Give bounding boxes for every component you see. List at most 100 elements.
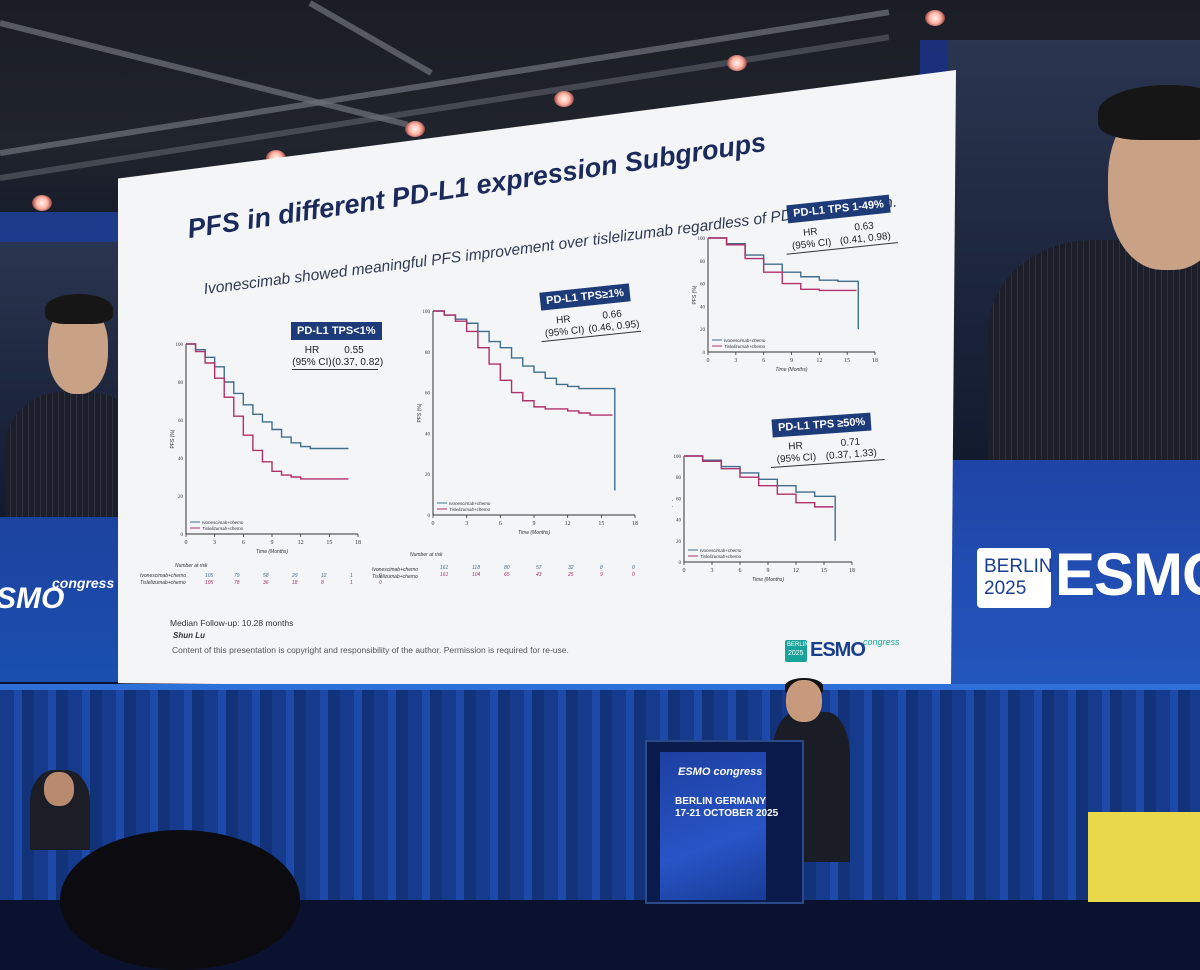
risk-value: 78 <box>234 580 240 586</box>
risk-value: 12 <box>321 573 327 579</box>
legend-entry: Tislelizumab+chemo <box>202 526 244 531</box>
x-tick-label: 15 <box>821 568 827 574</box>
speaker-hair <box>45 294 113 324</box>
speaker-hair <box>1098 85 1200 140</box>
x-tick-label: 6 <box>762 358 765 364</box>
y-tick-label: 60 <box>676 497 682 502</box>
km-plot-tps-ge1: 0 3 6 9 12 15 18 0 20 40 60 80 100 Time (Months) PFS (… <box>417 310 638 536</box>
x-tick-label: 0 <box>432 521 435 527</box>
logo-year: 2025 <box>788 650 804 657</box>
y-tick-label: 20 <box>178 495 184 500</box>
y-axis-label: PFS (%) <box>417 403 423 422</box>
stage-light <box>727 55 747 71</box>
legend-entry: Ivonescimab+chemo <box>202 520 244 525</box>
risk-value: 1 <box>350 580 353 586</box>
x-tick-label: 9 <box>533 521 536 527</box>
y-tick-label: 60 <box>425 392 431 397</box>
risk-value: 65 <box>504 572 510 578</box>
km-series-line <box>708 237 859 330</box>
y-tick-label: 0 <box>703 351 706 356</box>
risk-value: 29 <box>292 573 298 579</box>
x-tick-label: 9 <box>271 540 274 546</box>
y-tick-label: 40 <box>178 457 184 462</box>
slide-esmo-logo: BERLIN 2025 ESMO congress <box>785 637 903 663</box>
risk-value: 43 <box>536 572 542 578</box>
risk-value: 9 <box>600 572 603 578</box>
y-axis-label: PFS (%) <box>692 285 698 304</box>
right-side-screen <box>920 40 1200 720</box>
panelist-head <box>44 772 74 806</box>
risk-value: 57 <box>536 565 542 571</box>
legend-entry: Tislelizumab+chemo <box>724 344 766 349</box>
podium-dates: 17-21 OCTOBER 2025 <box>675 808 779 819</box>
esmo-year-box <box>977 548 1051 608</box>
logo-brand: ESMO <box>810 639 866 661</box>
legend-entry: Tislelizumab+chemo <box>700 554 742 559</box>
risk-value: 79 <box>234 573 240 579</box>
y-tick-label: 80 <box>700 260 706 265</box>
y-tick-label: 60 <box>178 419 184 424</box>
y-tick-label: 0 <box>428 514 431 519</box>
x-axis-label: Time (Months) <box>518 530 551 536</box>
subgroup-label: PD-L1 TPS<1% <box>291 322 382 340</box>
km-series-line <box>684 455 836 541</box>
x-tick-label: 6 <box>499 521 502 527</box>
risk-value: 36 <box>263 580 269 586</box>
km-series-line <box>684 455 834 508</box>
speaker-suit <box>988 240 1200 460</box>
risk-value: 80 <box>504 565 510 571</box>
hr-value: 0.55 <box>344 345 364 356</box>
x-axis-label: Time (Months) <box>752 577 785 582</box>
x-axis-label: Time (Months) <box>256 549 289 555</box>
x-tick-label: 0 <box>707 358 710 364</box>
x-tick-label: 18 <box>632 521 638 527</box>
y-tick-label: 60 <box>700 283 706 288</box>
hr-label: HR <box>304 345 320 356</box>
stage-light <box>32 195 52 211</box>
stage-light <box>925 10 945 26</box>
esmo-brand: ESMO <box>1055 541 1200 608</box>
logo-suffix: congress <box>863 637 900 647</box>
km-series-line <box>708 237 857 292</box>
presenter-head <box>786 680 822 722</box>
left-esmo-logo-sub: congress <box>52 575 115 591</box>
x-tick-label: 15 <box>598 521 604 527</box>
risk-value: 118 <box>472 565 480 571</box>
x-tick-label: 3 <box>465 521 468 527</box>
risk-value: 32 <box>568 565 574 571</box>
y-tick-label: 20 <box>700 328 706 333</box>
stage-light-strip <box>0 684 1200 694</box>
ci-label: (95% CI) <box>292 357 332 368</box>
risk-value: 25 <box>568 572 574 578</box>
y-tick-label: 100 <box>423 310 431 315</box>
esmo-city: BERLIN <box>984 556 1053 577</box>
x-axis-label: Time (Months) <box>775 367 808 373</box>
risk-row-ivo-label: Ivonescimab+chemo <box>140 573 186 579</box>
risk-value: 58 <box>263 573 269 579</box>
truss <box>0 20 409 128</box>
y-tick-label: 100 <box>674 455 682 460</box>
author-name: Shun Lu <box>173 631 205 640</box>
x-tick-label: 3 <box>734 358 737 364</box>
y-tick-label: 20 <box>676 540 682 545</box>
x-tick-label: 0 <box>185 540 188 546</box>
yellow-stage-panel <box>1088 812 1200 902</box>
x-tick-label: 12 <box>793 568 799 574</box>
logo-year-badge <box>785 640 807 662</box>
y-tick-label: 40 <box>425 432 431 437</box>
truss <box>308 0 433 76</box>
risk-row-ivo-label: Ivonescimab+chemo <box>372 567 418 573</box>
y-tick-label: 0 <box>181 533 184 538</box>
logo-city: BERLIN <box>787 642 809 648</box>
podium-screen <box>660 752 766 900</box>
x-tick-label: 12 <box>298 540 304 546</box>
legend-entry: Ivonescimab+chemo <box>449 501 491 506</box>
esmo-year: 2025 <box>984 578 1027 599</box>
risk-value: 18 <box>292 580 298 586</box>
km-plot-tps-ge50: 0 3 6 9 12 15 18 0 20 40 60 80 100 Time (Months) PFS (… <box>672 455 855 582</box>
legend-entry: Ivonescimab+chemo <box>700 548 742 553</box>
risk-value: 161 <box>440 572 449 578</box>
podium-city: BERLIN GERMANY <box>675 796 767 807</box>
legend-entry: Ivonescimab+chemo <box>724 338 766 343</box>
y-axis-label: PFS (%) <box>672 499 674 518</box>
